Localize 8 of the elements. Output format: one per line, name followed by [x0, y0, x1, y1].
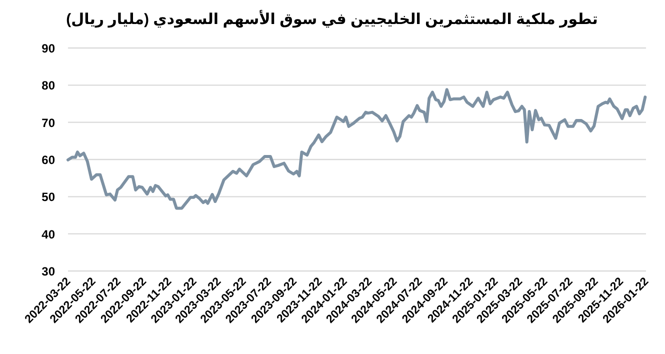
y-tick-label: 90 [42, 42, 56, 56]
y-tick-label: 40 [42, 227, 56, 242]
y-tick-label: 80 [42, 78, 56, 93]
y-tick-label: 60 [42, 153, 56, 167]
y-tick-label: 30 [42, 264, 56, 278]
y-tick-label: 50 [42, 190, 56, 204]
chart-title: تطور ملكية المستثمرين الخليجيين في سوق الأسهم السعودي (مليار ريال) [66, 9, 598, 28]
y-tick-label: 70 [42, 116, 56, 130]
